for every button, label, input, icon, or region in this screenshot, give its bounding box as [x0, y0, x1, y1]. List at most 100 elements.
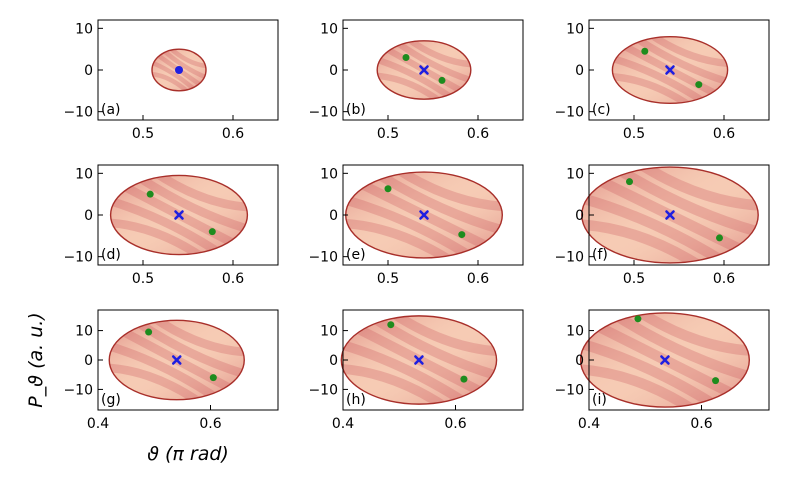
panel-label: (c): [592, 102, 611, 118]
texture-streak: [152, 71, 206, 91]
x-tick-label: 0.6: [713, 126, 735, 142]
y-tick-label: 0: [84, 63, 93, 79]
texture-streak: [152, 60, 206, 91]
texture-streak: [110, 218, 248, 255]
fixed-point-marker: [209, 374, 217, 382]
fixed-point-marker: [695, 81, 703, 89]
center-marker: [665, 65, 675, 75]
fixed-point-marker: [145, 328, 153, 336]
panel-e: 0.5 0.6 −10 0 10 (e): [308, 164, 524, 287]
center-marker: [174, 210, 184, 220]
y-tick-label: 10: [566, 21, 584, 37]
fixed-point-marker: [208, 228, 216, 236]
y-tick-label: −10: [554, 250, 584, 266]
x-tick-label: 0.6: [467, 126, 489, 142]
x-tick-label: 0.5: [377, 271, 399, 287]
texture-streak: [109, 320, 245, 357]
y-tick-label: −10: [308, 382, 338, 398]
panel-label: (b): [346, 102, 366, 118]
y-tick-label: −10: [308, 105, 338, 121]
x-tick-label: 0.6: [222, 271, 244, 287]
x-tick-label: 0.4: [332, 416, 354, 432]
fixed-point-marker: [641, 47, 649, 55]
x-tick-label: 0.5: [623, 271, 645, 287]
y-tick-label: −10: [63, 250, 93, 266]
texture-streak: [377, 72, 471, 100]
y-tick-label: 0: [575, 63, 584, 79]
panel-i: 0.4 0.6 −10 0 10 (i): [554, 309, 770, 432]
x-tick-label: 0.6: [222, 126, 244, 142]
panel-label: (d): [101, 247, 121, 263]
texture-streak: [377, 40, 471, 68]
x-tick-label: 0.6: [690, 416, 712, 432]
texture-streak: [345, 195, 503, 258]
y-axis-title: P_ϑ (a. u.): [25, 312, 47, 407]
y-tick-label: 10: [75, 166, 93, 182]
x-tick-label: 0.6: [467, 271, 489, 287]
phase-ellipse-edge: [108, 319, 245, 401]
fixed-point-marker: [402, 54, 410, 61]
texture-streak: [612, 36, 728, 67]
texture-streak: [152, 49, 206, 80]
x-tick-label: 0.6: [444, 416, 466, 432]
texture-streak: [580, 312, 750, 382]
y-tick-label: 10: [320, 324, 338, 340]
texture-streak: [581, 193, 759, 263]
y-tick-label: −10: [554, 382, 584, 398]
texture-streak: [345, 172, 503, 235]
texture-streak: [110, 175, 248, 234]
phase-ellipse-edge: [581, 166, 759, 264]
texture-streak: [581, 219, 759, 263]
y-tick-label: −10: [554, 105, 584, 121]
texture-streak: [109, 320, 245, 379]
center-marker: [419, 65, 429, 75]
fixed-point-marker: [384, 185, 392, 193]
panel-c: 0.5 0.6 −10 0 10 (c): [554, 19, 770, 142]
y-tick-label: 0: [329, 63, 338, 79]
x-tick-label: 0.6: [199, 416, 221, 432]
x-tick-label: 0.5: [132, 126, 154, 142]
texture-streak: [341, 315, 497, 381]
y-tick-label: 0: [84, 353, 93, 369]
center-marker: [665, 210, 675, 220]
texture-streak: [152, 49, 206, 69]
texture-streak: [580, 312, 750, 356]
x-tick-label: 0.4: [578, 416, 600, 432]
fixed-point-marker: [458, 231, 466, 239]
panel-a: 0.5 0.6 −10 0 10 (a): [63, 19, 279, 142]
y-tick-label: 10: [320, 21, 338, 37]
phase-ellipse-edge: [109, 174, 249, 256]
texture-streak: [341, 339, 497, 405]
phase-ellipse-edge: [151, 48, 207, 92]
y-tick-label: 10: [75, 21, 93, 37]
texture-streak: [341, 315, 497, 357]
phase-ellipse-edge: [340, 315, 498, 405]
texture-streak: [110, 175, 248, 212]
texture-streak: [110, 196, 248, 255]
y-tick-label: 10: [75, 324, 93, 340]
panel-label: (h): [346, 392, 366, 408]
x-tick-label: 0.4: [87, 416, 109, 432]
panel-d: 0.5 0.6 −10 0 10 (d): [63, 164, 279, 287]
y-tick-label: 10: [566, 324, 584, 340]
y-tick-label: −10: [63, 382, 93, 398]
y-tick-label: 0: [575, 208, 584, 224]
texture-streak: [612, 73, 728, 104]
fixed-point-marker: [387, 321, 395, 329]
phase-ellipse-edge: [579, 312, 751, 408]
center-marker: [660, 355, 670, 365]
texture-streak: [109, 341, 245, 400]
fixed-point-marker: [146, 190, 154, 198]
panel-g: 0.4 0.6 −10 0 10 (g): [63, 309, 279, 432]
y-tick-label: 0: [575, 353, 584, 369]
x-tick-label: 0.5: [377, 126, 399, 142]
texture-streak: [581, 167, 759, 237]
panel-label: (i): [592, 392, 607, 408]
texture-streak: [345, 172, 503, 212]
panel-label: (e): [346, 247, 366, 263]
phase-texture: [341, 315, 497, 405]
texture-streak: [109, 363, 245, 400]
texture-streak: [612, 54, 728, 104]
